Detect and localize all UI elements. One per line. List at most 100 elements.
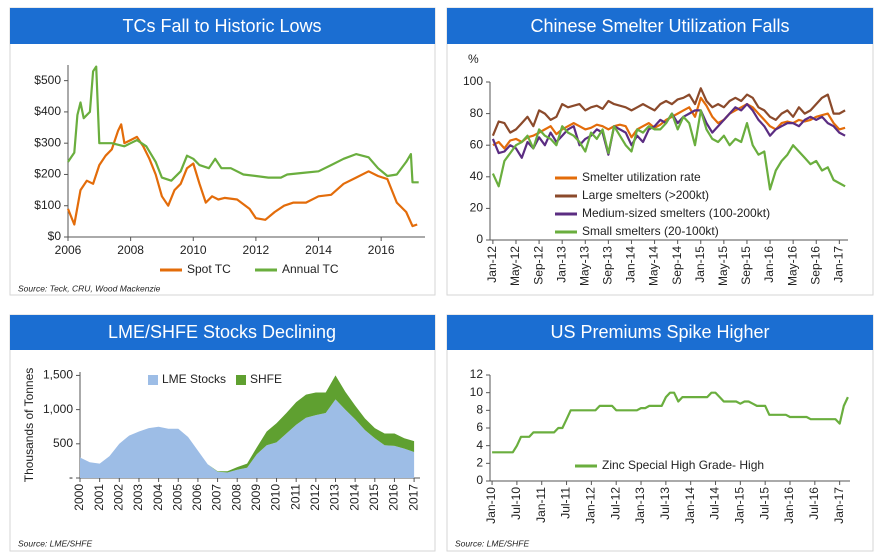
x-tick-label: Sep-14 bbox=[670, 246, 684, 285]
x-tick-label: 2002 bbox=[111, 484, 125, 511]
y-tick-label: 12 bbox=[470, 367, 484, 381]
x-tick-label: Jul-15 bbox=[757, 487, 771, 520]
x-tick-label: Sep-13 bbox=[601, 246, 615, 285]
x-tick-label: 2017 bbox=[406, 484, 420, 511]
y-axis-label: Thousands of Tonnes bbox=[22, 368, 36, 483]
x-tick-label: May-14 bbox=[647, 246, 661, 286]
x-tick-label: May-12 bbox=[508, 246, 522, 286]
panel-header bbox=[447, 8, 873, 44]
x-tick-label: Jan-17 bbox=[832, 487, 846, 524]
x-tick-label: 2008 bbox=[229, 484, 243, 511]
y-tick-label: 8 bbox=[476, 403, 483, 417]
y-tick-label: 80 bbox=[470, 106, 484, 120]
legend-label: Large smelters (>200kt) bbox=[582, 188, 709, 202]
y-tick-label: 0 bbox=[476, 232, 483, 246]
x-tick-label: Sep-16 bbox=[808, 246, 822, 285]
series-line bbox=[66, 123, 418, 228]
legend-label: Small smelters (20-100kt) bbox=[582, 224, 719, 238]
source-note: Source: LME/SHFE bbox=[18, 538, 92, 548]
legend-label: Medium-sized smelters (100-200kt) bbox=[582, 206, 770, 220]
x-tick-label: 2010 bbox=[269, 484, 283, 511]
x-tick-label: Jan-16 bbox=[782, 487, 796, 524]
legend-label: SHFE bbox=[250, 372, 282, 386]
x-tick-label: Jan-10 bbox=[484, 487, 498, 524]
source-note: Source: LME/SHFE bbox=[455, 538, 529, 548]
y-tick-label: 0 bbox=[476, 473, 483, 487]
x-tick-label: Jul-16 bbox=[807, 487, 821, 520]
x-tick-label: 2010 bbox=[180, 243, 207, 257]
y-tick-label: $200 bbox=[34, 167, 61, 181]
y-tick-label: 4 bbox=[476, 438, 483, 452]
legend-swatch bbox=[236, 375, 246, 385]
y-axis-label: % bbox=[468, 52, 479, 66]
x-tick-label: Jan-12 bbox=[485, 246, 499, 283]
x-tick-label: 2009 bbox=[249, 484, 263, 511]
x-tick-label: 2007 bbox=[210, 484, 224, 511]
x-tick-label: Jul-12 bbox=[608, 487, 622, 520]
x-tick-label: May-13 bbox=[577, 246, 591, 286]
x-tick-label: 2005 bbox=[170, 484, 184, 511]
x-tick-label: Jan-17 bbox=[832, 246, 846, 283]
series-area bbox=[80, 375, 415, 473]
chart-title: TCs Fall to Historic Lows bbox=[122, 16, 321, 36]
x-tick-label: 2008 bbox=[117, 243, 144, 257]
x-tick-label: Jan-14 bbox=[683, 487, 697, 524]
y-tick-label: 6 bbox=[476, 420, 483, 434]
y-tick-label: 1,000 bbox=[43, 402, 73, 416]
x-tick-label: 2014 bbox=[305, 243, 332, 257]
legend-label: Annual TC bbox=[282, 262, 339, 276]
x-tick-label: Jul-10 bbox=[509, 487, 523, 520]
x-tick-label: Jul-11 bbox=[559, 487, 573, 519]
x-tick-label: May-16 bbox=[785, 246, 799, 286]
x-tick-label: 2013 bbox=[328, 484, 342, 511]
x-tick-label: 2016 bbox=[387, 484, 401, 511]
x-tick-label: Jan-14 bbox=[624, 246, 638, 283]
x-tick-label: 2001 bbox=[92, 484, 106, 511]
x-tick-label: 2000 bbox=[72, 484, 86, 511]
panel-header bbox=[447, 315, 873, 350]
x-tick-label: Jul-13 bbox=[658, 487, 672, 520]
legend-label: Spot TC bbox=[187, 262, 231, 276]
x-tick-label: 2004 bbox=[151, 484, 165, 511]
x-tick-label: 2006 bbox=[190, 484, 204, 511]
x-tick-label: Jan-13 bbox=[554, 246, 568, 283]
legend-swatch bbox=[148, 375, 158, 385]
y-tick-label: 2 bbox=[476, 456, 483, 470]
x-tick-label: 2014 bbox=[347, 484, 361, 511]
y-tick-label: $100 bbox=[34, 198, 61, 212]
series-area bbox=[80, 399, 415, 478]
x-tick-label: 2016 bbox=[368, 243, 395, 257]
panel bbox=[9, 7, 436, 296]
legend-label: Smelter utilization rate bbox=[582, 170, 701, 184]
x-tick-label: Sep-15 bbox=[739, 246, 753, 285]
x-tick-label: Jul-14 bbox=[708, 487, 722, 520]
chart-title: LME/SHFE Stocks Declining bbox=[108, 322, 336, 342]
series-line bbox=[491, 109, 846, 191]
x-tick-label: 2012 bbox=[243, 243, 270, 257]
series-line bbox=[67, 65, 419, 184]
x-tick-label: Jan-11 bbox=[534, 487, 548, 523]
panel-header bbox=[10, 8, 435, 44]
y-tick-label: 500 bbox=[53, 436, 73, 450]
x-tick-label: 2003 bbox=[131, 484, 145, 511]
chart-title: Chinese Smelter Utilization Falls bbox=[530, 16, 789, 36]
x-tick-label: 2011 bbox=[288, 484, 302, 510]
y-tick-label: 60 bbox=[470, 137, 484, 151]
y-tick-label: 100 bbox=[463, 74, 483, 88]
x-tick-label: Jan-15 bbox=[733, 487, 747, 524]
chart-title: US Premiums Spike Higher bbox=[550, 322, 769, 342]
x-tick-label: 2015 bbox=[367, 484, 381, 511]
series-line bbox=[492, 391, 849, 454]
x-tick-label: Sep-12 bbox=[531, 246, 545, 285]
x-tick-label: May-15 bbox=[716, 246, 730, 286]
y-tick-label: 40 bbox=[470, 169, 484, 183]
panel-header bbox=[10, 315, 435, 350]
y-tick-label: 10 bbox=[470, 385, 484, 399]
source-note: Source: Teck, CRU, Wood Mackenzie bbox=[18, 283, 161, 293]
legend-label: Zinc Special High Grade- High bbox=[602, 458, 764, 472]
x-tick-label: Jan-13 bbox=[633, 487, 647, 524]
y-tick-label: $500 bbox=[34, 73, 61, 87]
x-tick-label: 2006 bbox=[55, 243, 82, 257]
legend-label: LME Stocks bbox=[162, 372, 226, 386]
